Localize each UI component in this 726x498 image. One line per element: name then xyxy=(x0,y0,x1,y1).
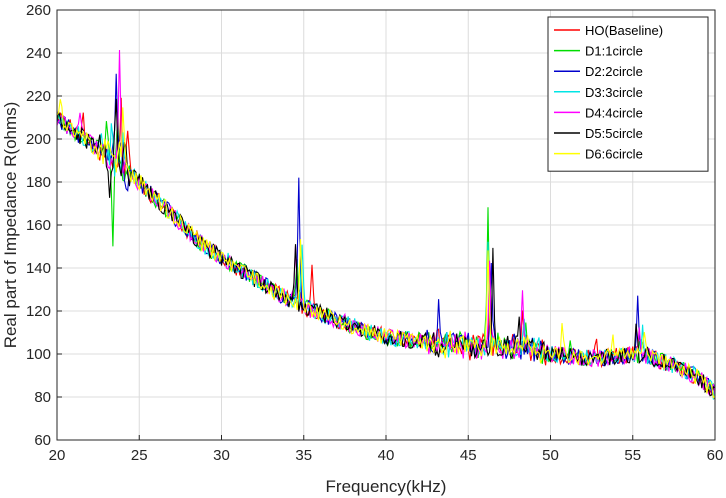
y-tick-label: 180 xyxy=(26,174,51,191)
legend-label: D6:6circle xyxy=(585,147,643,162)
y-tick-label: 100 xyxy=(26,346,51,363)
y-tick-label: 60 xyxy=(34,432,51,449)
x-tick-label: 55 xyxy=(624,447,641,464)
y-tick-label: 240 xyxy=(26,45,51,62)
y-tick-label: 80 xyxy=(34,389,51,406)
series-line xyxy=(56,98,716,397)
legend-label: D4:4circle xyxy=(585,105,643,120)
x-tick-label: 25 xyxy=(131,447,148,464)
x-tick-label: 35 xyxy=(295,447,312,464)
x-tick-label: 60 xyxy=(707,447,724,464)
legend: HO(Baseline) D1:1circle D2:2circle D3:3circ… xyxy=(547,16,709,172)
legend-label: D5:5circle xyxy=(585,126,643,141)
series-lines xyxy=(56,49,716,400)
series-line xyxy=(56,99,716,399)
x-tick-label: 30 xyxy=(213,447,230,464)
tick-labels: 20 25 30 35 40 45 50 55 60 60 80 100 120 140 160 180 200… xyxy=(26,2,723,464)
legend-label: D2:2circle xyxy=(585,64,643,79)
legend-label: D1:1circle xyxy=(585,44,643,59)
legend-box xyxy=(547,16,709,172)
y-tick-label: 200 xyxy=(26,131,51,148)
x-axis-label: Frequency(kHz) xyxy=(326,477,447,496)
y-axis-label: Real part of Impedance R(ohms) xyxy=(1,102,20,349)
x-tick-label: 45 xyxy=(460,447,477,464)
y-tick-label: 260 xyxy=(26,2,51,19)
x-tick-label: 20 xyxy=(49,447,66,464)
y-tick-label: 220 xyxy=(26,88,51,105)
y-tick-label: 160 xyxy=(26,217,51,234)
x-tick-label: 50 xyxy=(542,447,559,464)
x-tick-label: 40 xyxy=(378,447,395,464)
y-tick-label: 120 xyxy=(26,303,51,320)
y-tick-label: 140 xyxy=(26,260,51,277)
legend-label: HO(Baseline) xyxy=(585,23,663,38)
legend-label: D3:3circle xyxy=(585,85,643,100)
